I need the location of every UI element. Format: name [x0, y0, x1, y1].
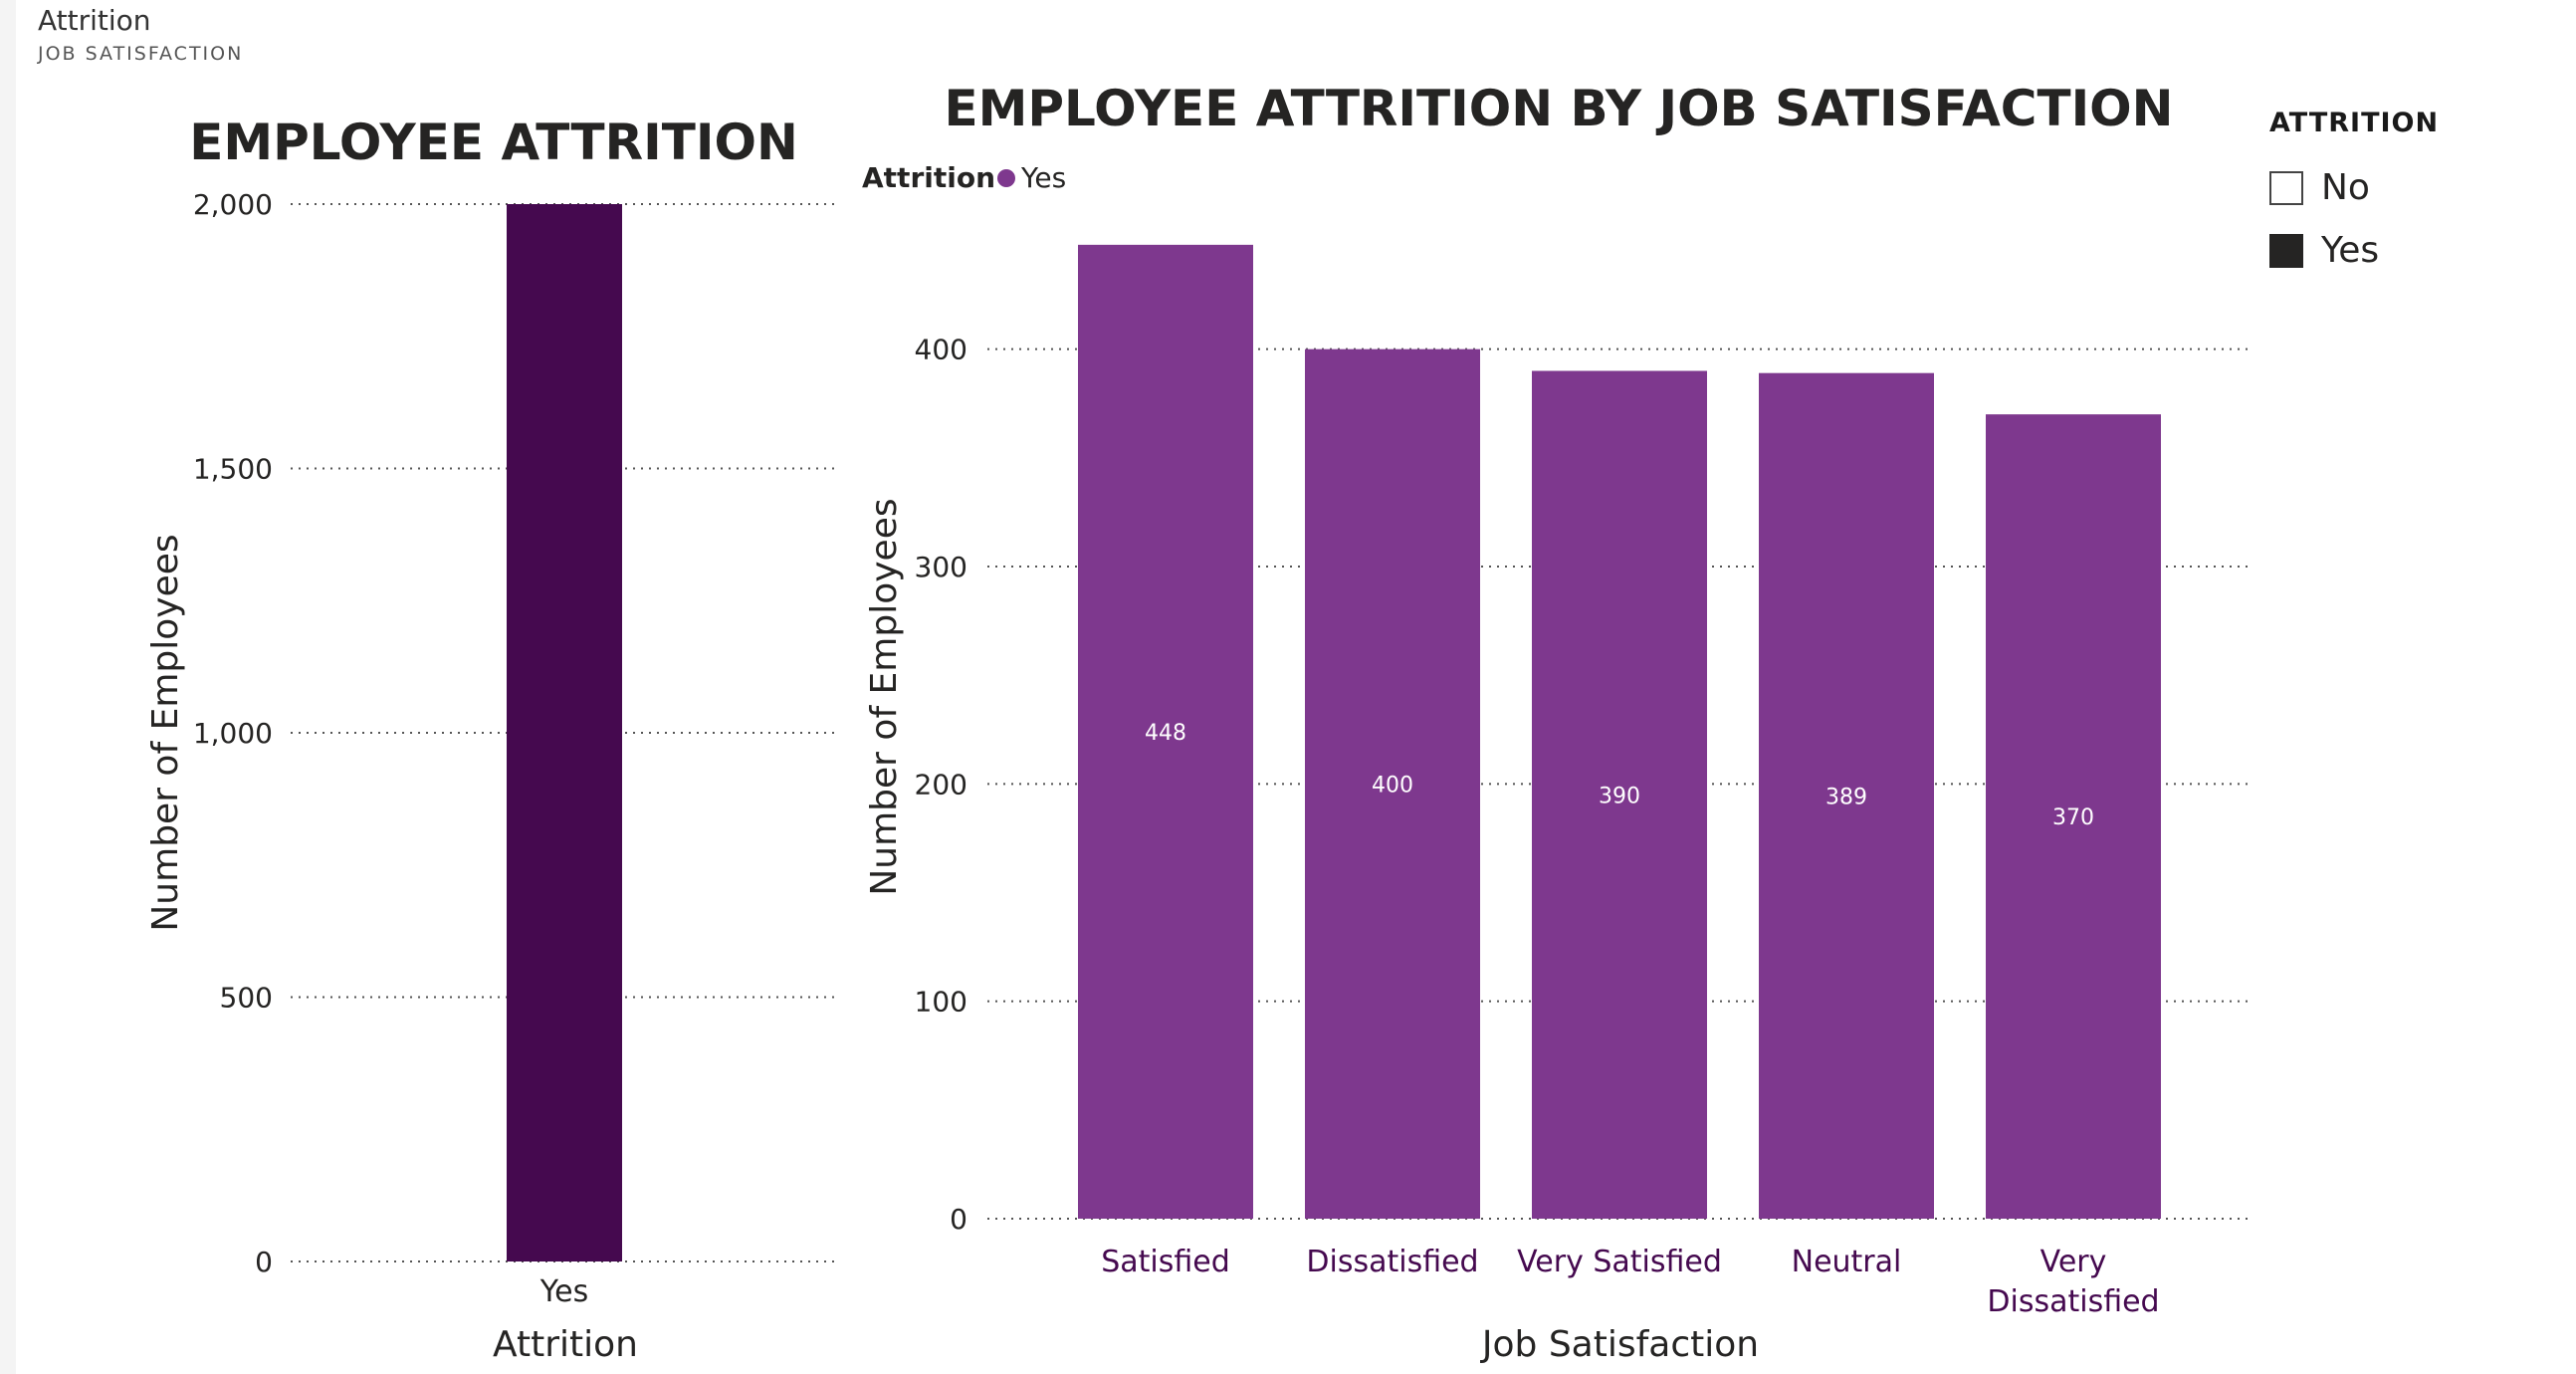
checkbox-no[interactable] — [2269, 170, 2303, 205]
page-title: Attrition — [38, 4, 151, 37]
y-tick-label: 0 — [255, 1246, 273, 1278]
chart-title: EMPLOYEE ATTRITION — [189, 114, 798, 171]
legend-entry: Yes — [1020, 161, 1066, 194]
x-axis-label: Job Satisfaction — [1480, 1324, 1759, 1365]
bar — [1759, 372, 1934, 1219]
y-tick-label: 1,500 — [193, 453, 273, 486]
y-axis-label: Number of Employees — [145, 534, 186, 931]
legend-title: Attrition — [862, 161, 995, 194]
slicer-item-no[interactable]: No — [2269, 156, 2528, 219]
y-tick-label: 2,000 — [193, 188, 273, 221]
y-tick-label: 0 — [950, 1203, 967, 1236]
bar — [1078, 244, 1253, 1219]
y-tick-label: 1,000 — [193, 717, 273, 750]
x-tick-label: Dissatisfied — [1987, 1284, 2159, 1319]
x-tick-label: Dissatisfied — [1306, 1245, 1478, 1279]
x-tick-label: Satisfied — [1101, 1245, 1230, 1279]
x-tick-label: Very Satisfied — [1517, 1245, 1722, 1279]
slicer-item-label: Yes — [2321, 230, 2380, 271]
chart-title: EMPLOYEE ATTRITION BY JOB SATISFACTION — [944, 80, 2173, 137]
y-axis-label: Number of Employees — [864, 498, 905, 895]
bar — [1305, 348, 1480, 1220]
x-tick-label: Neutral — [1792, 1245, 1902, 1279]
data-label: 400 — [1372, 773, 1413, 798]
y-tick-label: 500 — [220, 982, 273, 1015]
canvas-left-edge — [0, 0, 16, 1374]
data-label: 448 — [1145, 721, 1186, 746]
x-axis-label: Attrition — [493, 1324, 638, 1365]
data-label: 390 — [1599, 784, 1640, 808]
visual-header: Attrition JOB SATISFACTION — [38, 4, 243, 66]
slicer-item-label: No — [2321, 167, 2370, 208]
x-tick-label: Yes — [539, 1274, 588, 1309]
bar — [1532, 370, 1707, 1219]
data-label: 370 — [2052, 805, 2094, 830]
y-tick-label: 200 — [915, 768, 967, 801]
bar — [507, 204, 622, 1261]
bar — [1986, 414, 2161, 1220]
slicer-item-yes[interactable]: Yes — [2269, 219, 2528, 282]
legend-marker — [997, 169, 1015, 187]
attrition-slicer: ATTRITION No Yes — [2269, 108, 2528, 282]
y-tick-label: 400 — [915, 334, 967, 366]
page-subtitle: JOB SATISFACTION — [38, 43, 244, 65]
y-tick-label: 300 — [915, 551, 967, 583]
slicer-title: ATTRITION — [2269, 108, 2440, 138]
data-label: 389 — [1825, 785, 1867, 809]
y-tick-label: 100 — [915, 986, 967, 1019]
checkbox-yes[interactable] — [2269, 233, 2303, 268]
x-tick-label: Very — [2040, 1245, 2107, 1279]
